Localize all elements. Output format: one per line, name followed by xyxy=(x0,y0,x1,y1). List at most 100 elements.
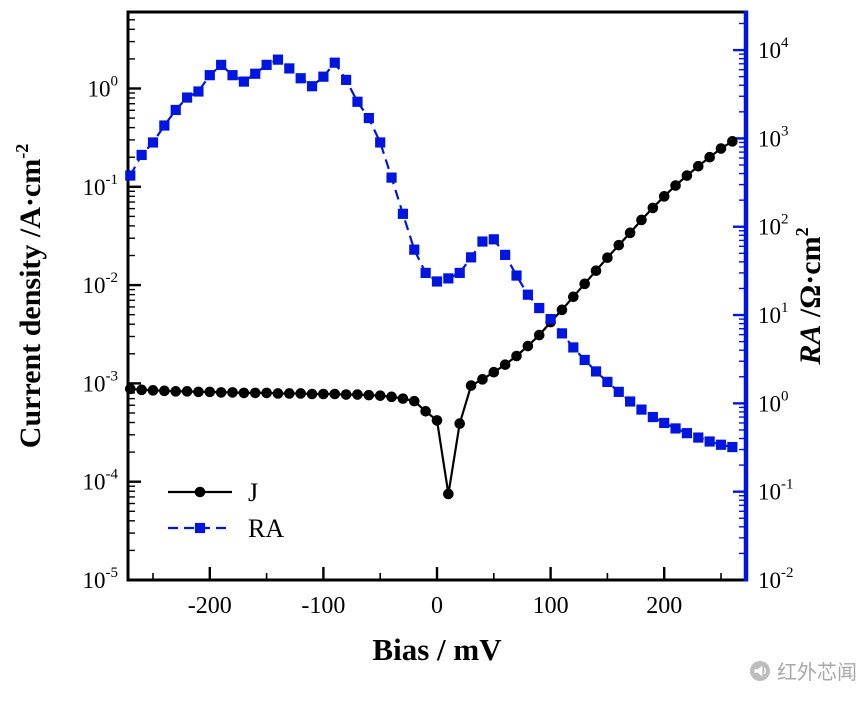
marker-J xyxy=(465,380,477,391)
marker-RA xyxy=(170,104,181,116)
marker-J xyxy=(204,386,216,398)
marker-J xyxy=(658,191,670,202)
marker-RA xyxy=(181,92,193,103)
marker-RA xyxy=(329,57,340,68)
marker-J xyxy=(670,180,681,191)
left-tick-label: 10-3 xyxy=(83,368,119,396)
left-tick-label: 10-1 xyxy=(83,172,119,200)
marker-J xyxy=(613,239,625,251)
marker-J xyxy=(306,388,318,400)
marker-J xyxy=(295,388,306,399)
marker-RA xyxy=(250,68,261,79)
marker-RA xyxy=(568,342,579,353)
marker-RA xyxy=(159,120,170,131)
marker-J xyxy=(397,393,409,404)
marker-RA xyxy=(295,73,306,84)
marker-RA xyxy=(590,366,602,377)
marker-J xyxy=(431,415,443,426)
marker-RA xyxy=(625,396,636,407)
plot-frame xyxy=(126,10,748,582)
marker-RA xyxy=(727,441,738,453)
x-tick-label: 100 xyxy=(533,593,569,619)
left-axis-title: Current density /A·cm-2 xyxy=(12,144,47,448)
marker-J xyxy=(568,291,579,303)
marker-RA xyxy=(454,267,465,279)
left-tick-label: 10-4 xyxy=(83,467,119,495)
marker-RA xyxy=(534,302,545,314)
marker-J xyxy=(386,391,397,403)
marker-RA xyxy=(284,63,295,74)
marker-J xyxy=(340,389,352,400)
marker-RA xyxy=(488,234,499,245)
right-tick-label: 101 xyxy=(758,300,789,328)
marker-J xyxy=(727,136,738,147)
marker-RA xyxy=(465,252,477,263)
marker-J xyxy=(420,406,431,417)
x-tick-label: 0 xyxy=(431,593,443,619)
marker-J xyxy=(352,389,363,400)
marker-J xyxy=(159,385,170,397)
marker-J xyxy=(363,389,375,401)
marker-J xyxy=(499,359,511,370)
legend-marker-RA xyxy=(194,522,206,534)
marker-J xyxy=(147,385,159,396)
marker-RA xyxy=(306,81,318,92)
marker-RA xyxy=(341,74,352,85)
marker-J xyxy=(374,390,386,401)
marker-J xyxy=(249,387,261,399)
x-tick-label: -200 xyxy=(188,593,232,619)
marker-RA xyxy=(147,137,159,148)
right-tick-label: 102 xyxy=(758,212,789,240)
marker-RA xyxy=(636,404,647,415)
marker-RA xyxy=(363,112,374,124)
marker-RA xyxy=(579,354,590,366)
marker-J xyxy=(715,143,727,154)
right-tick-label: 100 xyxy=(758,388,789,416)
x-tick-label: -100 xyxy=(301,593,345,619)
marker-J xyxy=(533,329,545,341)
megaphone-icon xyxy=(749,660,771,682)
watermark-text: 红外芯闻 xyxy=(777,660,857,684)
marker-J xyxy=(329,388,341,400)
marker-J xyxy=(124,383,136,395)
right-tick-label: 103 xyxy=(758,123,789,151)
x-axis-title: Bias / mV xyxy=(372,632,502,667)
marker-J xyxy=(477,374,488,385)
marker-RA xyxy=(704,436,715,447)
marker-J xyxy=(556,304,568,316)
marker-RA xyxy=(545,313,556,325)
series-line-J xyxy=(130,140,733,495)
right-tick-label: 10-1 xyxy=(758,477,794,505)
marker-RA xyxy=(522,289,533,300)
marker-RA xyxy=(318,71,329,82)
marker-J xyxy=(624,227,636,239)
marker-RA xyxy=(511,270,522,281)
marker-RA xyxy=(613,386,624,397)
marker-J xyxy=(647,202,659,214)
right-axis-title: RA /Ω·cm2 xyxy=(792,227,827,365)
marker-RA xyxy=(272,54,284,65)
right-tick-label: 10-2 xyxy=(758,565,794,593)
marker-J xyxy=(704,151,715,163)
marker-RA xyxy=(238,76,249,87)
marker-J xyxy=(681,170,693,181)
marker-J xyxy=(261,387,272,399)
marker-RA xyxy=(204,70,215,81)
marker-J xyxy=(636,214,647,226)
legend-marker-J xyxy=(194,486,206,498)
marker-RA xyxy=(715,439,727,450)
marker-RA xyxy=(216,59,227,70)
marker-RA xyxy=(693,432,704,443)
marker-J xyxy=(488,366,500,378)
marker-RA xyxy=(443,273,454,284)
marker-RA xyxy=(431,276,443,287)
marker-J xyxy=(272,388,284,399)
marker-RA xyxy=(375,137,386,148)
marker-RA xyxy=(420,267,431,279)
marker-J xyxy=(692,160,704,172)
x-tick-label: 200 xyxy=(646,593,682,619)
marker-J xyxy=(136,384,147,396)
marker-J xyxy=(590,265,602,277)
